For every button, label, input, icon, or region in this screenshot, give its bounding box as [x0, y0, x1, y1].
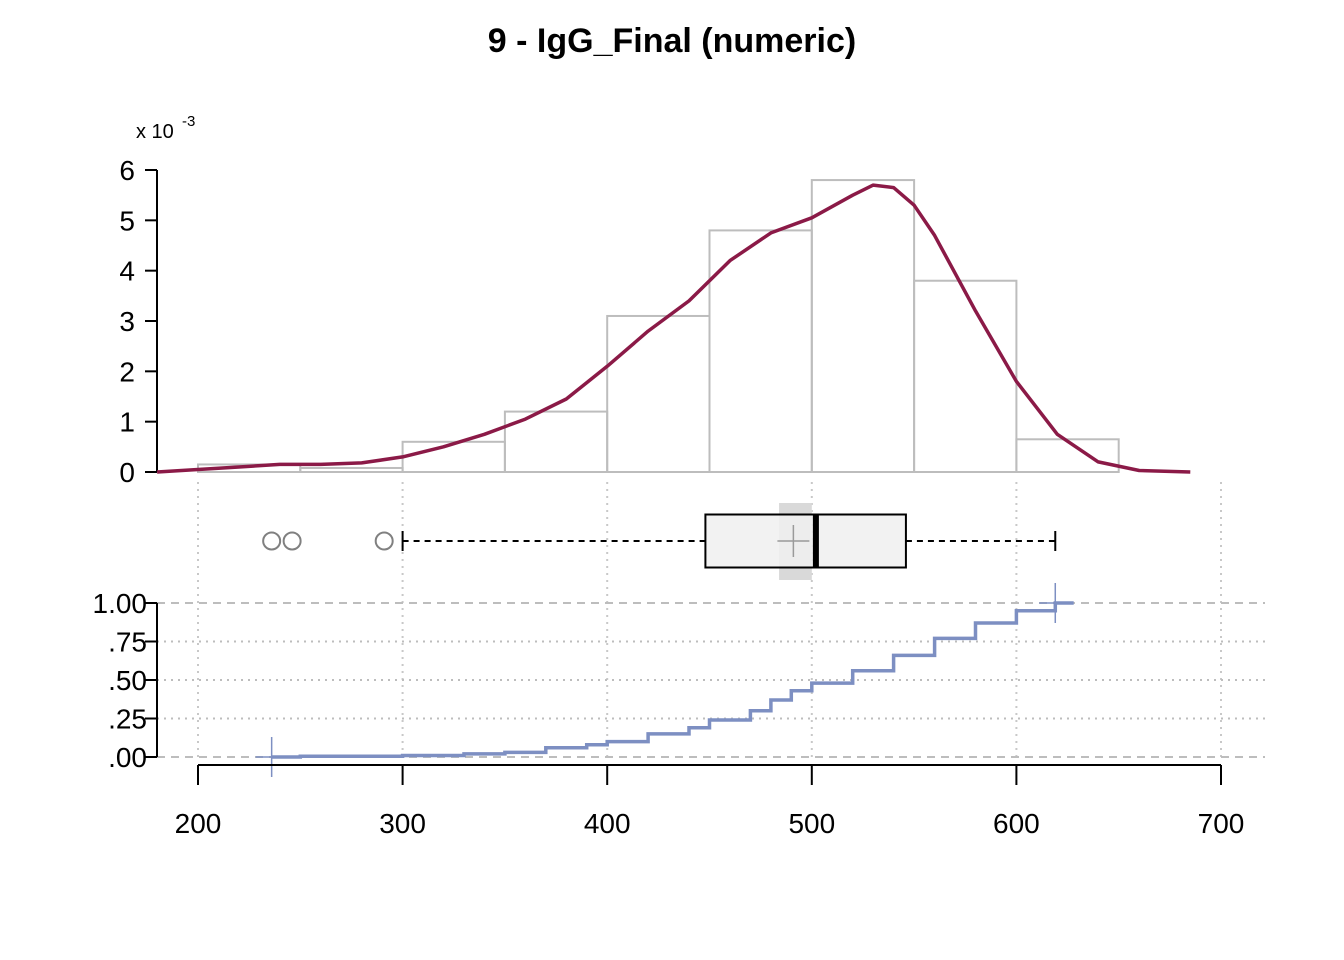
x-tick-label: 400	[584, 808, 631, 839]
histogram-bar	[401, 440, 506, 473]
ecdf-y-tick-label: .00	[108, 742, 147, 773]
outlier-point	[374, 531, 394, 551]
histogram-y-tick-label: 1	[119, 407, 135, 438]
outlier-point	[282, 531, 302, 551]
x-tick-label: 700	[1198, 808, 1245, 839]
histogram-y-tick-label: 5	[119, 205, 135, 236]
ecdf-y-tick-label: 1.00	[93, 588, 148, 619]
histogram-bar	[299, 466, 404, 473]
outlier-point	[262, 531, 282, 551]
ecdf-step-line	[271, 601, 1074, 759]
x-axis: 200 300 400 500 600 700	[175, 764, 1245, 839]
histogram-bar	[1015, 438, 1120, 473]
histogram-y-tick-label: 6	[119, 155, 135, 186]
ecdf-y-tick-label: .25	[108, 704, 147, 735]
ecdf-y-tick-label: .50	[108, 665, 147, 696]
histogram-y-tick-label: 0	[119, 457, 135, 488]
ecdf-y-tick-label: .75	[108, 627, 147, 658]
density-curve	[156, 183, 1191, 474]
x-tick-label: 600	[993, 808, 1040, 839]
histogram-bar	[810, 179, 916, 473]
x-tick-label: 500	[788, 808, 835, 839]
y-scale-prefix: x 10	[136, 121, 174, 143]
histogram-bar	[913, 279, 1018, 473]
ecdf-panel: 1.00 .75 .50 .25 .00	[93, 583, 1265, 777]
histogram-y-tick-label: 4	[119, 256, 135, 287]
boxplot-box	[704, 513, 907, 569]
histogram-y-tick-label: 3	[119, 306, 135, 337]
x-tick-label: 200	[175, 808, 222, 839]
chart-title: 9 - IgG_Final (numeric)	[488, 22, 856, 60]
y-scale-exponent: -3	[182, 113, 195, 130]
histogram-bar	[606, 314, 711, 474]
x-tick-label: 300	[379, 808, 426, 839]
histogram-y-tick-label: 2	[119, 356, 135, 387]
histogram-panel: 0 1 2 3 4 5 6x 10 -3	[119, 113, 1191, 488]
boxplot-panel	[197, 482, 1222, 757]
